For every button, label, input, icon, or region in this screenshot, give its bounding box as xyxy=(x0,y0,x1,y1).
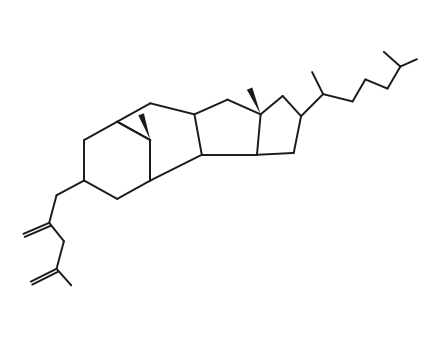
Polygon shape xyxy=(139,113,150,140)
Polygon shape xyxy=(247,87,261,114)
